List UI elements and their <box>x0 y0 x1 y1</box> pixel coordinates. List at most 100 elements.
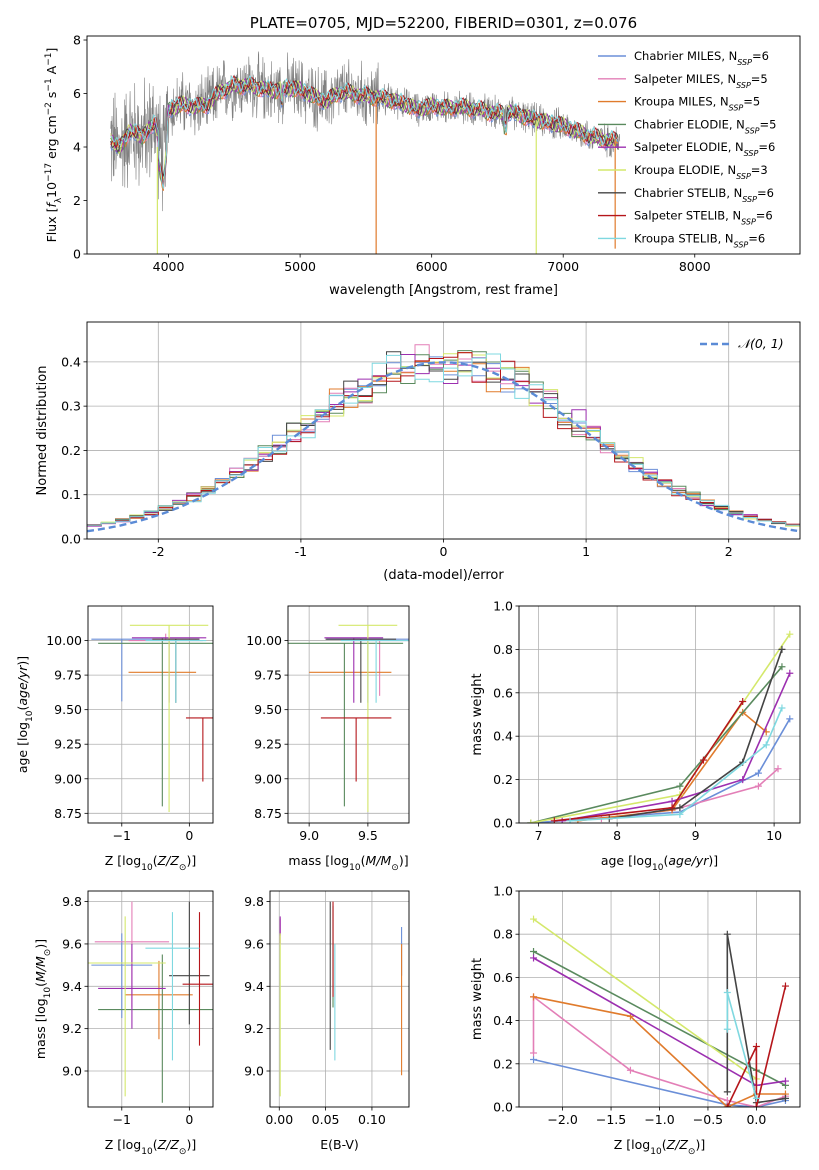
label-part: ( <box>663 853 668 868</box>
gaussian-reference-curve <box>87 361 798 533</box>
mass-weight-marker <box>739 776 747 784</box>
legend-label: Salpeter STELIB, NSSP=6 <box>634 209 773 227</box>
mass-weight-marker <box>676 782 684 790</box>
x-axis-label: Z [log10(Z/Z⊙)] <box>105 1137 196 1157</box>
label-part: age/yr <box>668 853 709 868</box>
x-tick-label: 0.10 <box>358 1112 386 1127</box>
mass-weight-marker <box>723 930 731 938</box>
mass-weight-marker <box>699 756 707 764</box>
mass-weight-marker <box>781 1077 789 1085</box>
x-tick-label: 9 <box>692 828 700 843</box>
label-part: )] <box>695 1137 705 1152</box>
x-tick-label: 1 <box>582 544 590 559</box>
y-tick-label: 0.2 <box>61 443 81 458</box>
legend-name: Kroupa ELODIE, N <box>634 163 736 177</box>
x-tick-label: 0 <box>185 1112 193 1127</box>
y-tick-label: 9.50 <box>254 702 282 717</box>
label-part: )] <box>186 1137 196 1152</box>
mass-weight-marker <box>723 989 731 997</box>
residual-histogram-step <box>87 350 800 526</box>
x-tick-label: 0.00 <box>265 1112 293 1127</box>
label-part: 10 <box>25 710 35 722</box>
legend-subscript: SSP <box>742 194 757 203</box>
mass-weight-marker <box>668 797 676 805</box>
x-tick-label: 0 <box>185 828 193 843</box>
label-part: ⊙ <box>43 949 53 957</box>
mass-weight-marker <box>668 804 676 812</box>
y-tick-label: 9.8 <box>244 894 264 909</box>
y-axis-label: age [log10(age/yr)] <box>15 656 35 773</box>
label-part: ⊙ <box>688 1147 696 1157</box>
mass-weight-line <box>577 711 767 822</box>
legend-label: Salpeter ELODIE, NSSP=6 <box>634 140 775 158</box>
mass-weight-marker <box>530 993 538 1001</box>
mass-weight-marker <box>530 1049 538 1057</box>
label-part: −2 <box>44 102 54 115</box>
y-axis-label: mass weight <box>470 958 485 1040</box>
label-part: )] <box>15 656 30 666</box>
legend-subscript: SSP <box>745 126 760 135</box>
y-tick-label: 0.0 <box>61 532 81 547</box>
x-tick-label: 9.5 <box>358 828 378 843</box>
mass-weight-marker <box>723 1103 731 1107</box>
legend-n-value: =5 <box>743 95 760 109</box>
label-part: 10 <box>141 1147 153 1157</box>
mass-weight-marker <box>778 704 786 712</box>
legend-label: Chabrier ELODIE, NSSP=5 <box>634 117 776 135</box>
mass-weight-marker <box>781 982 789 990</box>
axes-frame <box>269 890 410 1108</box>
legend-name: Kroupa STELIB, N <box>634 231 734 245</box>
label-part: age [ <box>15 741 30 773</box>
y-axis-label: Normed distribution <box>35 366 50 496</box>
mass-weight-marker <box>774 765 782 773</box>
mass-weight-marker <box>752 1043 760 1051</box>
axes-frame <box>87 605 214 824</box>
y-tick-label: 9.4 <box>62 979 82 994</box>
label-part: ( <box>15 706 30 711</box>
y-tick-label: 0.2 <box>493 772 513 787</box>
y-tick-label: 8.75 <box>254 806 282 821</box>
label-part: ] <box>44 48 59 53</box>
mass-vs-metallicity-panel: −1 09.09.29.49.69.8Z [log10(Z/Z⊙)]mass [l… <box>33 890 214 1157</box>
y-tick-label: 0.0 <box>493 1100 513 1115</box>
y-tick-label: 0.2 <box>493 1056 513 1071</box>
y-tick-label: 9.75 <box>54 668 82 683</box>
legend-name: Salpeter MILES, N <box>634 72 736 86</box>
mass-weight-marker <box>676 810 684 818</box>
y-tick-label: 8 <box>73 33 81 48</box>
legend-subscript: SSP <box>737 58 752 67</box>
y-tick-label: 9.4 <box>244 979 264 994</box>
label-part: age/yr <box>15 665 30 706</box>
legend-name: Salpeter ELODIE, N <box>634 140 744 154</box>
legend-label: Kroupa STELIB, NSSP=6 <box>634 231 765 249</box>
y-tick-label: 0.8 <box>493 642 513 657</box>
mass-weight-line <box>532 995 786 1107</box>
label-part: λ <box>54 197 64 203</box>
label-part: ( <box>33 982 48 987</box>
model-spectrum-line <box>110 75 619 177</box>
x-tick-label: 4000 <box>153 259 185 274</box>
x-axis-label: (data-model)/error <box>383 568 504 583</box>
mass-weight-marker <box>739 697 747 705</box>
label-part: −17 <box>44 163 54 182</box>
y-tick-label: 9.0 <box>244 1064 264 1079</box>
label-part: ( <box>153 853 158 868</box>
legend-subscript: SSP <box>734 240 749 249</box>
age-vs-mass-panel: 9.0 9.5 8.75 9.00 9.25 9.50 9.75 10.00 mass [log… <box>246 605 410 873</box>
x-tick-label: −1 <box>113 828 131 843</box>
label-part: M/M <box>366 853 392 868</box>
y-tick-label: 0.4 <box>493 1013 513 1028</box>
label-part: −1 <box>44 52 54 65</box>
mass-weight-marker <box>676 804 684 812</box>
label-part: )] <box>33 939 48 949</box>
mass-weight-marker <box>723 1088 731 1096</box>
y-tick-label: 9.0 <box>62 1064 82 1079</box>
y-tick-label: 1.0 <box>493 884 513 899</box>
chart-title: PLATE=0705, MJD=52200, FIBERID=0301, z=0… <box>250 14 637 32</box>
y-axis-label: Flux [fλ10−17 erg cm−2 s−1 A−1] <box>44 48 64 243</box>
x-tick-label: 8000 <box>679 259 711 274</box>
y-axis-label: mass weight <box>470 673 485 755</box>
spectrum-panel: 4000 5000 6000 7000 8000 0 2 4 6 8 Chabrier MILES,… <box>44 14 801 298</box>
x-axis-label: Z [log10(Z/Z⊙)] <box>105 853 196 873</box>
